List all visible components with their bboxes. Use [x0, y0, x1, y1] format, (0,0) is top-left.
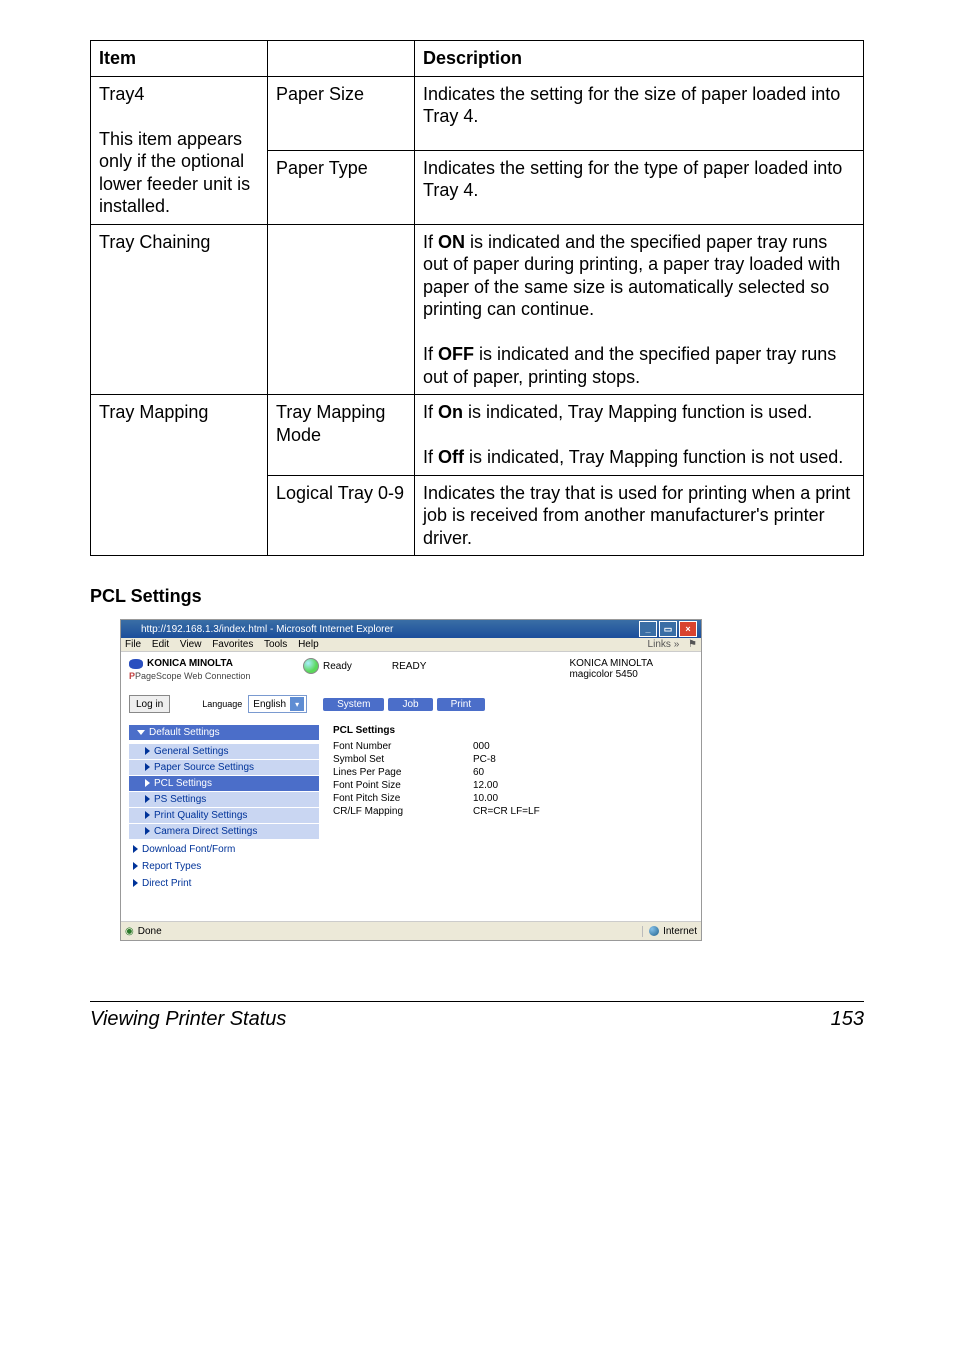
sidebar-item-general[interactable]: General Settings	[129, 744, 319, 760]
footer-title: Viewing Printer Status	[90, 1008, 286, 1031]
cell-mapping-logical: Logical Tray 0-9	[268, 475, 415, 556]
browser-window: http://192.168.1.3/index.html - Microsof…	[120, 619, 702, 941]
detail-panel: PCL Settings Font Number000 Symbol SetPC…	[319, 725, 693, 891]
sidebar-item-directprint[interactable]: Direct Print	[129, 876, 319, 891]
th-desc: Description	[415, 41, 864, 77]
pagescope-label: PPageScope Web Connection	[129, 671, 299, 681]
cell-tray4-papertype: Paper Type	[268, 150, 415, 224]
window-title: http://192.168.1.3/index.html - Microsof…	[141, 624, 393, 635]
kv-crlf-mapping: CR/LF MappingCR=CR LF=LF	[333, 805, 693, 818]
brand-name: KONICA MINOLTA	[147, 658, 233, 669]
sidebar-item-download[interactable]: Download Font/Form	[129, 842, 319, 857]
triangle-right-icon	[133, 879, 138, 887]
konica-logo-icon	[129, 659, 143, 669]
triangle-right-icon	[145, 795, 150, 803]
th-item: Item	[91, 41, 268, 77]
triangle-right-icon	[145, 763, 150, 771]
triangle-right-icon	[133, 862, 138, 870]
language-select[interactable]: English ▾	[248, 695, 307, 713]
language-label: Language	[202, 700, 242, 709]
triangle-right-icon	[145, 747, 150, 755]
ready-status-text: Ready	[323, 661, 352, 672]
menu-favorites[interactable]: Favorites	[212, 639, 253, 650]
sidebar-item-printquality[interactable]: Print Quality Settings	[129, 808, 319, 824]
kv-font-pitch-size: Font Pitch Size10.00	[333, 792, 693, 805]
cell-mapping-item: Tray Mapping	[91, 395, 268, 556]
browser-menubar: File Edit View Favorites Tools Help Link…	[121, 638, 701, 652]
tab-print[interactable]: Print	[437, 698, 486, 711]
menu-view[interactable]: View	[180, 639, 202, 650]
kv-symbol-set: Symbol SetPC-8	[333, 753, 693, 766]
cell-tray4-papertype-desc: Indicates the setting for the type of pa…	[415, 150, 864, 224]
menu-tools[interactable]: Tools	[264, 639, 287, 650]
triangle-right-icon	[145, 779, 150, 787]
sidebar-item-papersource[interactable]: Paper Source Settings	[129, 760, 319, 776]
page-footer: Viewing Printer Status 153	[90, 1001, 864, 1031]
sidebar-item-pcl[interactable]: PCL Settings	[129, 776, 319, 792]
detail-title: PCL Settings	[333, 725, 693, 736]
browser-statusbar: ◉ Done Internet	[121, 921, 701, 940]
cell-tray4-papersize: Paper Size	[268, 76, 415, 150]
cell-mapping-mode: Tray Mapping Mode	[268, 395, 415, 476]
tab-system[interactable]: System	[323, 698, 384, 711]
ie-icon	[125, 623, 137, 635]
cell-chaining-sub	[268, 224, 415, 395]
ready-status-large: READY	[392, 661, 426, 672]
login-button[interactable]: Log in	[129, 695, 170, 713]
triangle-down-icon	[137, 730, 145, 735]
model-brand: KONICA MINOLTA	[569, 658, 653, 669]
sidebar-header[interactable]: Default Settings	[129, 725, 319, 740]
throbber-icon: ⚑	[688, 639, 697, 650]
footer-page-number: 153	[831, 1008, 864, 1031]
cell-tray4-item: Tray4 This item appears only if the opti…	[91, 76, 268, 224]
menu-edit[interactable]: Edit	[152, 639, 169, 650]
window-titlebar: http://192.168.1.3/index.html - Microsof…	[121, 620, 701, 638]
links-chevron-icon[interactable]: »	[674, 639, 680, 650]
cell-mapping-logical-desc: Indicates the tray that is used for prin…	[415, 475, 864, 556]
kv-font-point-size: Font Point Size12.00	[333, 779, 693, 792]
cell-tray4-papersize-desc: Indicates the setting for the size of pa…	[415, 76, 864, 150]
done-icon: ◉	[125, 926, 134, 937]
sidebar-item-report[interactable]: Report Types	[129, 859, 319, 874]
menu-file[interactable]: File	[125, 639, 141, 650]
links-label[interactable]: Links	[648, 639, 671, 650]
triangle-right-icon	[145, 827, 150, 835]
minimize-button[interactable]: _	[639, 621, 657, 637]
chevron-down-icon: ▾	[290, 697, 304, 711]
tab-job[interactable]: Job	[388, 698, 432, 711]
maximize-button[interactable]: ▭	[659, 621, 677, 637]
th-sub	[268, 41, 415, 77]
ready-status-icon	[303, 658, 319, 674]
status-done: Done	[138, 926, 162, 937]
sidebar-item-cameradirect[interactable]: Camera Direct Settings	[129, 824, 319, 840]
status-zone: Internet	[663, 926, 697, 937]
triangle-right-icon	[133, 845, 138, 853]
internet-zone-icon	[649, 926, 659, 936]
triangle-right-icon	[145, 811, 150, 819]
kv-lines-per-page: Lines Per Page60	[333, 766, 693, 779]
section-title: PCL Settings	[90, 586, 864, 607]
settings-table: Item Description Tray4 This item appears…	[90, 40, 864, 556]
kv-font-number: Font Number000	[333, 740, 693, 753]
sidebar: Default Settings General Settings Paper …	[129, 725, 319, 891]
menu-help[interactable]: Help	[298, 639, 319, 650]
cell-chaining-desc: If ON is indicated and the specified pap…	[415, 224, 864, 395]
close-button[interactable]: ×	[679, 621, 697, 637]
cell-mapping-mode-desc: If On is indicated, Tray Mapping functio…	[415, 395, 864, 476]
sidebar-item-ps[interactable]: PS Settings	[129, 792, 319, 808]
model-name: magicolor 5450	[569, 669, 653, 680]
cell-chaining-item: Tray Chaining	[91, 224, 268, 395]
